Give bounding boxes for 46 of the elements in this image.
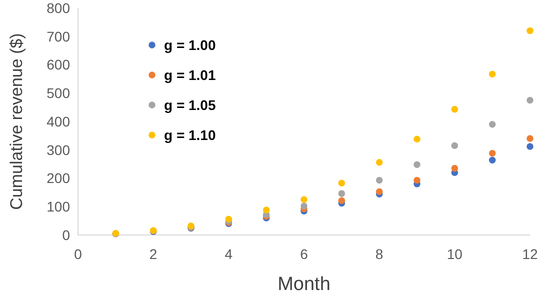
- point: [338, 197, 346, 204]
- point: [300, 202, 308, 210]
- x-tick-label: 8: [375, 246, 384, 262]
- x-tick-label: 6: [300, 246, 308, 262]
- x-tick-label: 10: [446, 246, 463, 262]
- point: [488, 156, 496, 164]
- point: [526, 135, 534, 142]
- y-tick-label: 400: [46, 113, 70, 130]
- point: [376, 176, 383, 184]
- y-tick-label: 700: [46, 28, 70, 44]
- legend-label: g = 1.00: [164, 36, 216, 53]
- point: [300, 196, 308, 203]
- legend-label: g = 1.10: [164, 126, 216, 143]
- x-tick-label: 12: [522, 246, 538, 262]
- y-tick-label: 0: [62, 226, 70, 243]
- y-tick-label: 500: [46, 85, 70, 102]
- x-axis-title: Month: [278, 274, 330, 295]
- point: [488, 150, 496, 157]
- point: [376, 188, 383, 195]
- point: [376, 158, 383, 166]
- x-tick-label: 2: [149, 246, 158, 262]
- y-tick-label: 800: [46, 0, 70, 16]
- point: [414, 161, 420, 168]
- point: [526, 96, 534, 104]
- y-tick-label: 200: [46, 170, 70, 186]
- y-axis-title: Cumulative revenue ($): [7, 33, 26, 210]
- point: [451, 164, 458, 172]
- point: [488, 120, 496, 128]
- point: [451, 106, 458, 113]
- point: [526, 27, 534, 34]
- x-tick-label: 0: [74, 246, 82, 262]
- y-tick-label: 100: [46, 198, 70, 215]
- point: [526, 143, 534, 150]
- point: [338, 180, 346, 186]
- y-tick-label: 600: [46, 56, 70, 73]
- point: [225, 216, 232, 222]
- legend-label: g = 1.05: [164, 96, 216, 113]
- point: [338, 190, 346, 197]
- point: [451, 142, 458, 149]
- point: [262, 206, 270, 214]
- y-tick-label: 300: [46, 142, 70, 158]
- point: [414, 176, 420, 184]
- point: [414, 136, 420, 142]
- x-tick-label: 4: [224, 246, 233, 262]
- point: [488, 70, 496, 78]
- legend-label: g = 1.01: [164, 66, 216, 83]
